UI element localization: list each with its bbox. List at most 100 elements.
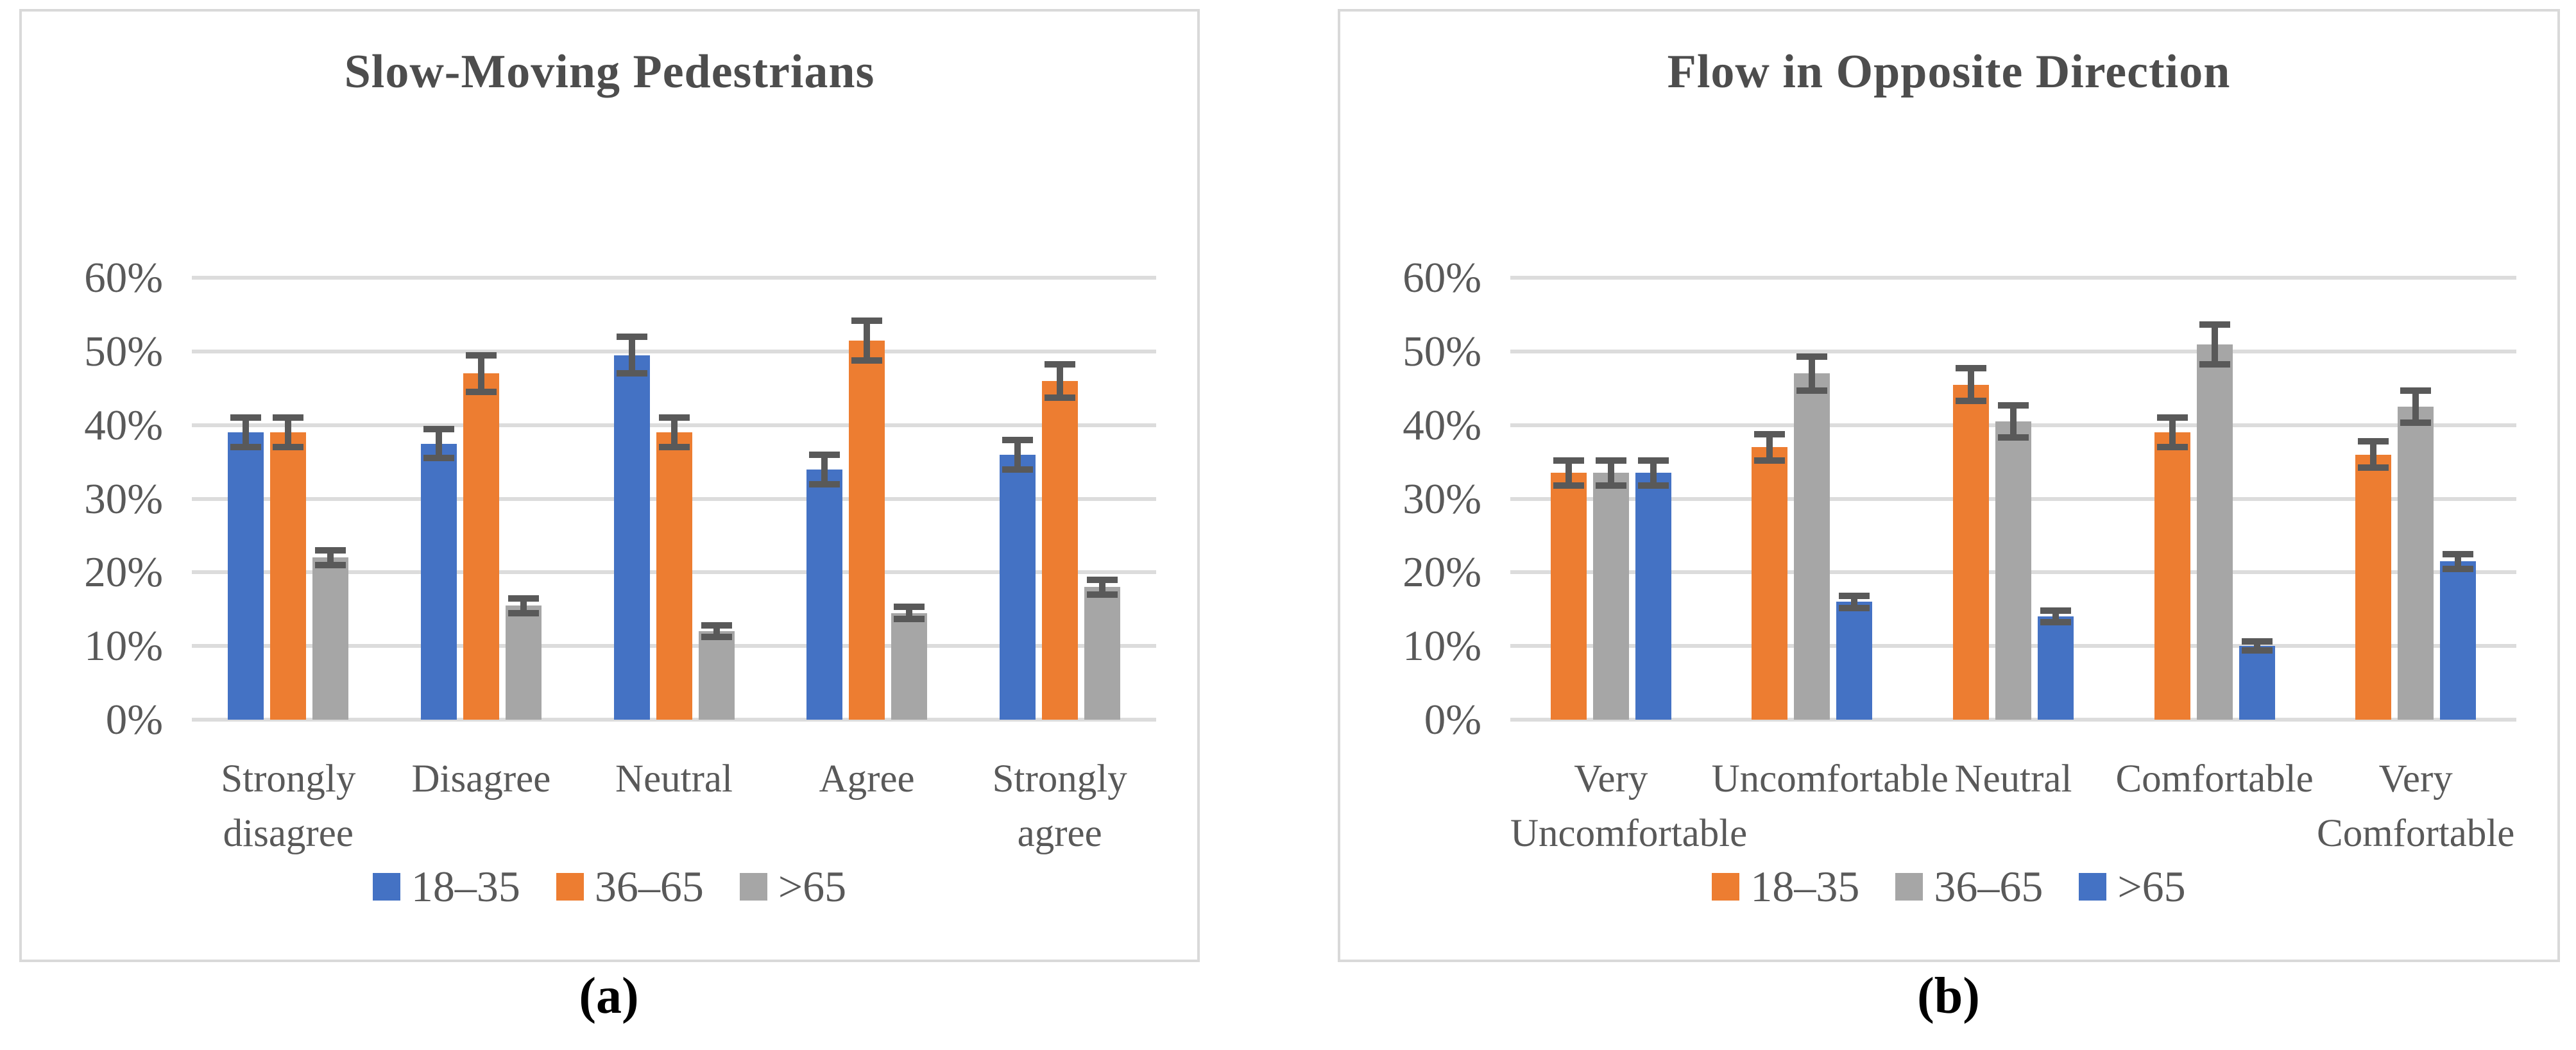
error-bar-cap-bottom bbox=[1086, 591, 1118, 598]
error-bar-line bbox=[1607, 460, 1614, 486]
legend-a: 18–35 36–65 >65 bbox=[22, 865, 1197, 908]
bar->65-3 bbox=[891, 613, 928, 720]
y-tick-label: 60% bbox=[1403, 254, 1481, 302]
error-bar-cap-top bbox=[1637, 457, 1669, 464]
error-bar-cap-top bbox=[2400, 387, 2432, 394]
error-bar-cap-top bbox=[894, 604, 925, 611]
legend-label: 36–65 bbox=[594, 862, 704, 911]
y-tick-label: 0% bbox=[1424, 696, 1481, 743]
error-bar-cap-top bbox=[1086, 576, 1118, 583]
y-tick-label: 20% bbox=[84, 548, 163, 597]
legend-swatch-icon bbox=[372, 872, 400, 901]
error-bar-cap-top bbox=[2358, 438, 2389, 445]
error-bar-line bbox=[1056, 364, 1063, 398]
error-bar-cap-bottom bbox=[1553, 482, 1584, 489]
legend-label: >65 bbox=[778, 862, 847, 911]
error-bar-cap-bottom bbox=[2156, 444, 2188, 451]
error-bar-cap-top bbox=[2199, 321, 2230, 328]
y-tick-label: 50% bbox=[1403, 328, 1481, 375]
plot-area-a: 0% 10% 20% 30% 40% 50% 60% Strongly disagree Dis… bbox=[22, 12, 1197, 960]
legend-item->65: >65 bbox=[739, 862, 847, 911]
category-label: Neutral bbox=[1954, 758, 2072, 800]
error-bar-line bbox=[821, 454, 828, 484]
category-label: Disagree bbox=[411, 758, 551, 800]
error-bar-cap-top bbox=[230, 414, 262, 421]
error-bar-cap-top bbox=[1553, 457, 1584, 464]
bar-36–65-2 bbox=[656, 432, 692, 720]
y-tick-label: 20% bbox=[1403, 548, 1481, 597]
error-bar-cap-bottom bbox=[465, 389, 497, 396]
error-bar-cap-top bbox=[315, 546, 346, 554]
error-bar-line bbox=[243, 418, 250, 448]
bar-18–35-4 bbox=[2355, 454, 2392, 720]
error-bar-cap-bottom bbox=[423, 455, 454, 462]
error-bar-cap-bottom bbox=[273, 444, 304, 451]
legend-label: 36–65 bbox=[1934, 862, 2043, 911]
error-bar-line bbox=[2455, 554, 2462, 569]
error-bar-cap-bottom bbox=[1998, 434, 2029, 441]
error-bar-cap-bottom bbox=[2241, 647, 2273, 654]
legend-swatch-icon bbox=[1712, 872, 1740, 901]
category-label: Very Uncomfortable bbox=[1510, 758, 1748, 856]
bar-36–65-1 bbox=[1794, 373, 1830, 720]
legend-item-18–35: 18–35 bbox=[372, 862, 520, 911]
y-tick-label: 30% bbox=[1403, 475, 1481, 523]
error-bar-cap-bottom bbox=[1595, 482, 1626, 489]
error-bar-line bbox=[477, 355, 484, 393]
bar-18–35-1 bbox=[420, 443, 457, 720]
error-bar-cap-bottom bbox=[1044, 394, 1075, 402]
bar-18–35-0 bbox=[228, 432, 264, 720]
error-bar-line bbox=[520, 598, 527, 613]
error-bar-cap-bottom bbox=[2400, 419, 2432, 427]
bar->65-1 bbox=[1836, 602, 1873, 720]
error-bar-line bbox=[864, 320, 871, 360]
error-bar-line bbox=[435, 428, 442, 459]
bar-36–65-3 bbox=[849, 340, 885, 720]
category-label: Very Comfortable bbox=[2317, 758, 2515, 856]
error-bar-line bbox=[1650, 460, 1657, 486]
error-bar-line bbox=[1565, 460, 1572, 486]
error-bar-line bbox=[2010, 405, 2017, 438]
y-tick-label: 40% bbox=[1403, 401, 1481, 449]
y-tick-label: 60% bbox=[84, 254, 163, 302]
bar-36–65-4 bbox=[2398, 407, 2434, 720]
error-bar-cap-bottom bbox=[1002, 466, 1033, 473]
error-bar-line bbox=[1968, 368, 1974, 401]
legend-item-36–65: 36–65 bbox=[556, 865, 704, 908]
error-bar-cap-top bbox=[1839, 593, 1870, 600]
legend-label: 18–35 bbox=[411, 862, 520, 911]
error-bar-cap-bottom bbox=[616, 370, 647, 377]
error-bar-cap-bottom bbox=[658, 444, 690, 451]
category-label: Neutral bbox=[615, 758, 733, 800]
error-bar-cap-top bbox=[1956, 365, 1986, 372]
error-bar-cap-bottom bbox=[1796, 387, 1828, 394]
error-bar-line bbox=[1809, 357, 1816, 391]
error-bar-cap-bottom bbox=[1637, 482, 1669, 489]
error-bar-cap-top bbox=[1796, 353, 1828, 360]
error-bar-cap-bottom bbox=[701, 634, 732, 641]
category-label: Strongly disagree bbox=[221, 758, 356, 856]
error-bar-cap-top bbox=[616, 334, 647, 341]
chart-panel-a: Slow-Moving Pedestrians 0% 10% 20% 30% 40% 50… bbox=[19, 9, 1200, 962]
error-bar-cap-top bbox=[1044, 360, 1075, 368]
error-bar-cap-top bbox=[1595, 457, 1626, 464]
bar-18–35-3 bbox=[806, 469, 843, 720]
error-bar-line bbox=[2253, 641, 2260, 651]
error-bar-cap-top bbox=[851, 317, 883, 324]
error-bar-cap-top bbox=[423, 425, 454, 432]
bar->65-2 bbox=[2038, 616, 2074, 720]
category-label: Comfortable bbox=[2115, 758, 2314, 800]
error-bar-cap-top bbox=[273, 414, 304, 421]
legend-swatch-icon bbox=[556, 872, 584, 901]
y-tick-label: 0% bbox=[105, 696, 163, 743]
bar->65-1 bbox=[505, 605, 542, 720]
legend-swatch-icon bbox=[1895, 872, 1923, 901]
error-bar-cap-top bbox=[465, 351, 497, 359]
legend-item->65: >65 bbox=[2079, 865, 2186, 908]
category-label: Strongly agree bbox=[992, 758, 1127, 856]
error-bar-cap-top bbox=[1998, 402, 2029, 409]
legend-item-36–65: 36–65 bbox=[1895, 865, 2043, 908]
error-bar-cap-top bbox=[658, 414, 690, 421]
error-bar-line bbox=[628, 337, 635, 374]
